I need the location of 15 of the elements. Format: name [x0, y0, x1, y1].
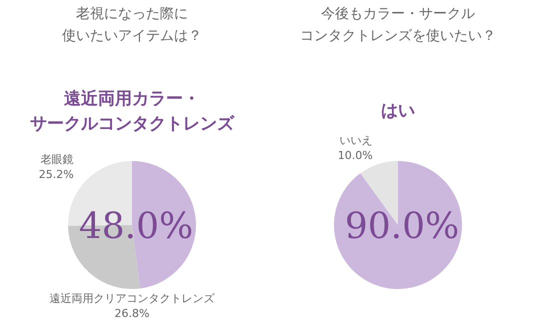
data-label: 25.2%	[38, 168, 74, 182]
pie-slice	[334, 161, 462, 289]
slice-label: 遠近両用クリアコンタクトレンズ	[50, 292, 216, 305]
slice-label: いいえ	[340, 134, 373, 147]
text: 老視になった際に	[76, 6, 188, 22]
slice-label: 遠近両用カラー・サークルコンタクトレンズ	[30, 89, 235, 134]
data-label: 48.0%	[78, 206, 194, 247]
slice-label: 老眼鏡	[40, 153, 74, 166]
text: コンタクトレンズを使いたい？	[300, 28, 496, 44]
data-label: 10.0%	[338, 148, 373, 162]
slice-label: はい	[381, 101, 415, 121]
data-label: 90.0%	[344, 206, 460, 247]
data-label: 26.8%	[114, 307, 150, 320]
text: 使いたいアイテムは？	[62, 28, 202, 44]
text: 今後もカラー・サークル	[321, 6, 475, 22]
